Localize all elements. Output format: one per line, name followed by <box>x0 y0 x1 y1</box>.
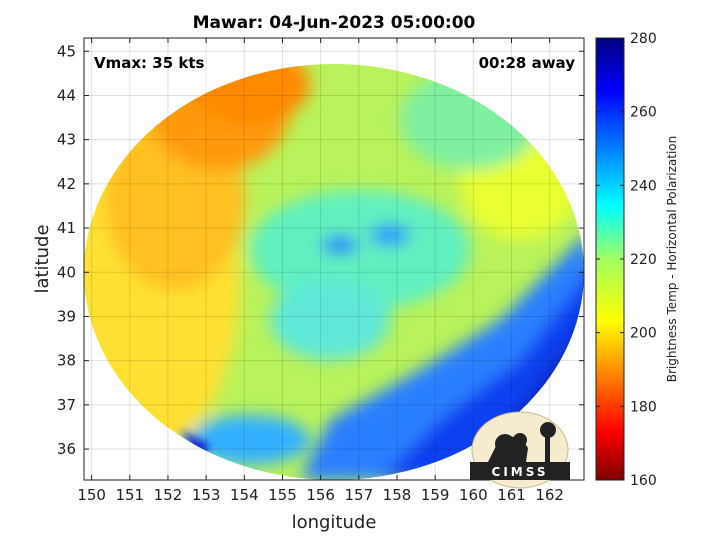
x-tick-label: 156 <box>306 486 335 504</box>
y-axis-label: latitude <box>32 224 53 293</box>
x-tick-label: 159 <box>421 486 450 504</box>
x-tick-label: 153 <box>192 486 221 504</box>
y-tick-label: 36 <box>57 440 76 458</box>
y-tick-label: 40 <box>57 263 76 281</box>
colorbar-tick-label: 240 <box>630 178 657 194</box>
y-tick-label: 38 <box>57 352 76 370</box>
chart-title: Mawar: 04-Jun-2023 05:00:00 <box>193 13 476 33</box>
colorbar-tick-label: 200 <box>630 326 657 342</box>
colorbar-tick-label: 220 <box>630 252 657 268</box>
y-tick-label: 43 <box>57 131 76 149</box>
colorbar-label: Brightness Temp - Horizontal Polarizatio… <box>665 136 679 383</box>
y-tick-label: 42 <box>57 175 76 193</box>
colorbar-tick-label: 280 <box>630 31 657 47</box>
colorbar-ticks: 160 180 200 220 240 260 280 <box>596 31 657 489</box>
vmax-annotation: Vmax: 35 kts <box>94 54 204 72</box>
x-tick-label: 160 <box>459 486 488 504</box>
x-tick-label: 157 <box>344 486 373 504</box>
svg-text:CIMSS: CIMSS <box>492 465 549 479</box>
y-tick-label: 44 <box>57 86 76 104</box>
y-tick-label: 39 <box>57 307 76 325</box>
x-ticks: 150 151 152 153 154 155 156 157 158 159 160 161 162 <box>77 38 564 504</box>
time-away-annotation: 00:28 away <box>479 54 576 72</box>
cimss-logo: CIMSS <box>470 411 570 489</box>
y-tick-label: 37 <box>57 396 76 414</box>
y-tick-label: 41 <box>57 219 76 237</box>
colorbar-tick-label: 260 <box>630 105 657 121</box>
y-ticks: 36 37 38 39 40 41 42 43 44 45 <box>57 42 584 458</box>
colorbar-tick-label: 180 <box>630 399 657 415</box>
x-tick-label: 155 <box>268 486 297 504</box>
x-tick-label: 161 <box>497 486 526 504</box>
x-tick-label: 151 <box>115 486 144 504</box>
y-tick-label: 45 <box>57 42 76 60</box>
x-tick-label: 152 <box>154 486 183 504</box>
axes-box <box>83 37 585 481</box>
grid <box>84 38 584 480</box>
colorbar-tick-label: 160 <box>630 473 657 489</box>
x-axis-label: longitude <box>292 512 377 533</box>
x-tick-label: 150 <box>77 486 106 504</box>
x-tick-label: 158 <box>383 486 412 504</box>
x-tick-label: 154 <box>230 486 259 504</box>
colorbar <box>595 37 625 481</box>
x-tick-label: 162 <box>535 486 564 504</box>
